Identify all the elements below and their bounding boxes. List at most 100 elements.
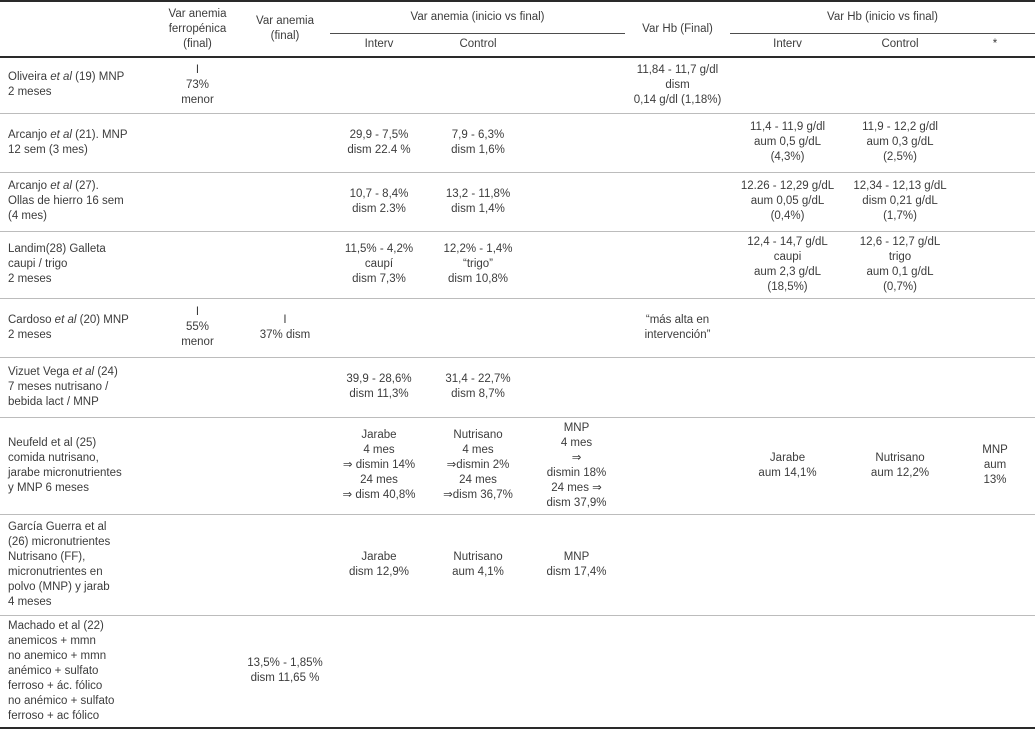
cell-anemia-interv: [330, 615, 428, 728]
cell-anemia-control: 12,2% - 1,4% “trigo” dism 10,8%: [443, 243, 513, 285]
cell-star: [955, 514, 1035, 615]
table-row: Machado et al (22) anemicos + mmn no ane…: [0, 615, 1035, 728]
header-row-subcolumns: Interv Control Interv Control *: [0, 33, 1035, 57]
study-name-text: Arcanjo: [8, 128, 51, 141]
cell-hb-control: [845, 298, 955, 357]
cell-var-hb-final: [625, 172, 730, 231]
cell-var-anemia-ferropenica: [155, 113, 240, 172]
header-anemia-interv: Interv: [364, 38, 394, 51]
header-var-anemia-ferropenica: Var anemia ferropénica (final): [168, 7, 227, 50]
cell-anemia-control: Nutrisano 4 mes ⇒dismin 2% 24 mes ⇒dism …: [443, 429, 513, 501]
cell-hb-control: 11,9 - 12,2 g/dl aum 0,3 g/dL (2,5%): [862, 121, 938, 163]
study-detail-text: (24) 7 meses nutrisano / bebida lact / M…: [8, 365, 118, 408]
table-row: Landim(28) Galleta caupi / trigo 2 meses…: [0, 231, 1035, 298]
cell-var-hb-final: “más alta en intervención”: [644, 313, 711, 341]
header-group-var-hb-inicio-final: Var Hb (inicio vs final): [730, 1, 1035, 34]
cell-var-anemia-ferropenica: [155, 514, 240, 615]
cell-var-anemia-ferropenica: I 73% menor: [181, 63, 214, 106]
cell-hb-control: [845, 357, 955, 417]
cell-anemia-control: 13,2 - 11,8% dism 1,4%: [445, 187, 511, 215]
cell-anemia-control: [428, 57, 528, 113]
cell-var-hb-final: 11,84 - 11,7 g/dl dism 0,14 g/dl (1,18%): [633, 63, 722, 106]
table-row: Oliveira et al (19) MNP 2 meses I 73% me…: [0, 57, 1035, 113]
cell-anemia-interv: 29,9 - 7,5% dism 22.4 %: [347, 128, 411, 156]
study-name-text: Vizuet Vega: [8, 365, 73, 378]
cell-anemia-interv: [330, 298, 428, 357]
cell-anemia-extra: [528, 57, 625, 113]
cell-var-anemia-ferropenica: [155, 357, 240, 417]
cell-study: García Guerra et al (26) micronutrientes…: [0, 514, 155, 615]
cell-hb-control: [845, 615, 955, 728]
cell-anemia-extra: [528, 615, 625, 728]
cell-anemia-interv: Jarabe 4 mes ⇒ dismin 14% 24 mes ⇒ dism …: [342, 429, 416, 501]
study-etal-italic: et al: [72, 365, 95, 378]
cell-hb-interv: 12,4 - 14,7 g/dL caupi aum 2,3 g/dL (18,…: [747, 235, 828, 293]
cell-var-anemia-ferropenica: [155, 172, 240, 231]
cell-var-hb-final: [625, 417, 730, 514]
cell-hb-control: 12,34 - 12,13 g/dL dism 0,21 g/dL (1,7%): [853, 180, 947, 222]
cell-hb-interv: [730, 57, 845, 113]
cell-var-anemia-final: 13,5% - 1,85% dism 11,65 %: [247, 657, 323, 684]
table-row: Cardoso et al (20) MNP 2 meses I 55% men…: [0, 298, 1035, 357]
table-row: Arcanjo et al (21). MNP 12 sem (3 mes) 2…: [0, 113, 1035, 172]
study-etal-italic: et al: [50, 128, 72, 141]
cell-anemia-control: [428, 298, 528, 357]
study-name-text: García Guerra et al (26) micronutrientes…: [8, 520, 111, 608]
cell-study: Cardoso et al (20) MNP 2 meses: [0, 298, 155, 357]
cell-anemia-control: 7,9 - 6,3% dism 1,6%: [451, 128, 505, 156]
header-hb-control: Control: [881, 38, 919, 51]
cell-anemia-interv: 11,5% - 4,2% caupí dism 7,3%: [344, 243, 414, 285]
cell-var-anemia-ferropenica: [155, 615, 240, 728]
cell-var-anemia-final: [240, 113, 330, 172]
cell-anemia-extra: MNP dism 17,4%: [546, 550, 607, 578]
study-detail-text: (27). Ollas de hierro 16 sem (4 mes): [8, 180, 124, 222]
header-anemia-extra: [528, 33, 625, 57]
cell-star: [955, 357, 1035, 417]
cell-hb-control: [845, 57, 955, 113]
cell-var-anemia-final: [240, 57, 330, 113]
study-name-text: Neufeld et al (25) comida nutrisano, jar…: [8, 436, 122, 494]
cell-var-anemia-ferropenica: [155, 231, 240, 298]
cell-var-hb-final: [625, 514, 730, 615]
header-star: *: [992, 38, 998, 51]
cell-hb-control: 12,6 - 12,7 g/dL trigo aum 0,1 g/dL (0,7…: [859, 235, 941, 293]
cell-anemia-extra: [528, 298, 625, 357]
cell-anemia-extra: [528, 113, 625, 172]
cell-study: Machado et al (22) anemicos + mmn no ane…: [0, 615, 155, 728]
header-group-var-anemia-inicio-final: Var anemia (inicio vs final): [330, 1, 626, 34]
cell-var-anemia-final: [240, 514, 330, 615]
cell-anemia-extra: [528, 357, 625, 417]
table-body: Oliveira et al (19) MNP 2 meses I 73% me…: [0, 57, 1035, 728]
cell-var-hb-final: [625, 615, 730, 728]
study-detail-text: (19) MNP 2 meses: [8, 71, 125, 99]
cell-hb-interv: 12.26 - 12,29 g/dL aum 0,05 g/dL (0,4%): [740, 180, 835, 222]
cell-study: Vizuet Vega et al (24) 7 meses nutrisano…: [0, 357, 155, 417]
study-detail-text: (20) MNP 2 meses: [8, 313, 129, 341]
table-header: Var anemia ferropénica (final) Var anemi…: [0, 1, 1035, 57]
cell-hb-control: Nutrisano aum 12,2%: [870, 451, 930, 479]
cell-anemia-interv: Jarabe dism 12,9%: [348, 550, 410, 578]
cell-var-anemia-final: [240, 357, 330, 417]
header-study-column: [0, 1, 155, 57]
cell-var-anemia-final: [240, 231, 330, 298]
cell-anemia-control: 31,4 - 22,7% dism 8,7%: [445, 373, 511, 400]
cell-anemia-extra: [528, 231, 625, 298]
cell-anemia-extra: [528, 172, 625, 231]
cell-study: Arcanjo et al (21). MNP 12 sem (3 mes): [0, 113, 155, 172]
cell-study: Oliveira et al (19) MNP 2 meses: [0, 57, 155, 113]
cell-hb-interv: [730, 615, 845, 728]
cell-study: Neufeld et al (25) comida nutrisano, jar…: [0, 417, 155, 514]
cell-var-anemia-ferropenica: I 55% menor: [181, 306, 214, 348]
cell-anemia-interv: [330, 57, 428, 113]
cell-star: [955, 615, 1035, 728]
cell-hb-interv: Jarabe aum 14,1%: [758, 451, 817, 479]
cell-star: [955, 113, 1035, 172]
study-name-text: Machado et al (22) anemicos + mmn no ane…: [8, 619, 115, 722]
cell-hb-interv: [730, 298, 845, 357]
table-row: Vizuet Vega et al (24) 7 meses nutrisano…: [0, 357, 1035, 417]
header-anemia-control: Control: [459, 38, 497, 51]
table-row: Arcanjo et al (27). Ollas de hierro 16 s…: [0, 172, 1035, 231]
cell-study: Arcanjo et al (27). Ollas de hierro 16 s…: [0, 172, 155, 231]
table-row: Neufeld et al (25) comida nutrisano, jar…: [0, 417, 1035, 514]
